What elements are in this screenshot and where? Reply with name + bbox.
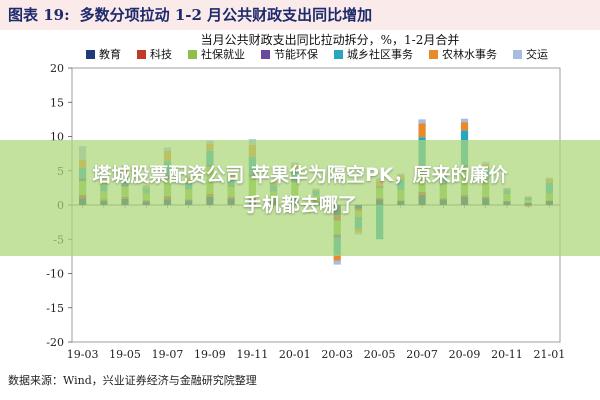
x-tick-label-11: 21-01 [534, 348, 566, 361]
legend-swatch-2 [188, 50, 197, 59]
x-tick-label-5: 20-01 [279, 348, 311, 361]
figure-label: 图表 19: [8, 6, 70, 24]
bar-20-09-6 [460, 118, 469, 123]
bar-20-07-5 [418, 123, 426, 138]
banner-line-1: 塔城股票配资公司 苹果华为隔空PK，原来的廉价 [92, 164, 508, 186]
x-tick-label-0: 19-03 [67, 348, 99, 361]
legend-swatch-5 [429, 50, 438, 59]
legend-label-3: 节能环保 [274, 47, 318, 61]
legend-label-2: 社保就业 [201, 47, 245, 61]
y-tick-label-7: -15 [46, 302, 64, 315]
x-tick-label-10: 20-11 [491, 348, 523, 361]
legend-swatch-0 [86, 50, 95, 59]
y-tick-label-6: -10 [46, 268, 64, 281]
x-tick-label-1: 19-05 [109, 348, 141, 361]
x-tick-label-2: 19-07 [152, 348, 184, 361]
legend-swatch-4 [334, 50, 343, 59]
chart-title: 当月公共财政支出同比拉动拆分，%，1-2月合并 [201, 32, 460, 47]
x-tick-label-3: 19-09 [194, 348, 226, 361]
overlay-banner-text[interactable]: 塔城股票配资公司 苹果华为隔空PK，原来的廉价 手机都去哪了 [0, 160, 600, 220]
legend-label-1: 科技 [150, 47, 172, 61]
x-tick-label-9: 20-09 [449, 348, 481, 361]
x-tick-label-7: 20-05 [364, 348, 396, 361]
bar-20-03-6 [333, 260, 341, 265]
legend-label-5: 农林水事务 [442, 47, 497, 61]
chart-legend: 教育 科技 社保就业 节能环保 城乡社区事务 农林水事务 交运 [86, 47, 548, 61]
bar-20-07-6 [418, 119, 426, 124]
legend-label-6: 交运 [526, 47, 548, 61]
legend-swatch-6 [513, 50, 522, 59]
banner-line-2: 手机都去哪了 [242, 194, 357, 216]
legend-label-0: 教育 [99, 47, 121, 61]
x-tick-label-8: 20-07 [406, 348, 438, 361]
overlay-banner[interactable]: 塔城股票配资公司 苹果华为隔空PK，原来的廉价 手机都去哪了 [0, 140, 600, 256]
legend-label-4: 城乡社区事务 [347, 47, 413, 61]
data-source-note: 数据来源：Wind，兴业证券经济与金融研究院整理 [8, 374, 257, 387]
figure-title-bar: 图表 19: 多数分项拉动 1-2 月公共财政支出同比增加 [0, 0, 600, 30]
x-tick-label-6: 20-03 [321, 348, 353, 361]
figure-title: 多数分项拉动 1-2 月公共财政支出同比增加 [79, 6, 373, 24]
x-tick-label-4: 19-11 [236, 348, 268, 361]
bar-20-03-5 [333, 255, 341, 261]
y-tick-label-1: 15 [50, 96, 64, 109]
bar-20-09-5 [460, 122, 469, 131]
legend-swatch-3 [261, 50, 270, 59]
y-tick-label-8: -20 [46, 336, 64, 349]
legend-swatch-1 [137, 50, 146, 59]
y-tick-label-0: 20 [50, 62, 64, 75]
